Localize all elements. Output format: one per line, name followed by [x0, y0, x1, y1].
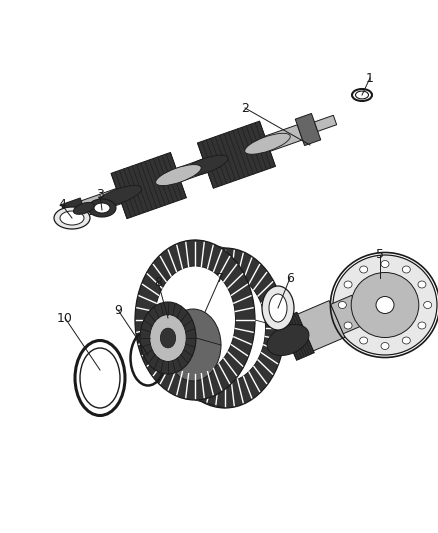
Ellipse shape — [269, 294, 287, 322]
Ellipse shape — [96, 185, 142, 206]
Ellipse shape — [88, 199, 116, 217]
Ellipse shape — [165, 309, 221, 381]
Text: 1: 1 — [366, 71, 374, 85]
Polygon shape — [279, 312, 314, 360]
Ellipse shape — [262, 286, 294, 330]
Text: 3: 3 — [96, 189, 104, 201]
Ellipse shape — [135, 240, 255, 400]
Polygon shape — [331, 295, 364, 334]
Text: 9: 9 — [114, 303, 122, 317]
Ellipse shape — [360, 337, 367, 344]
Ellipse shape — [339, 302, 346, 309]
Ellipse shape — [165, 248, 285, 408]
Polygon shape — [298, 301, 345, 351]
Ellipse shape — [60, 211, 84, 225]
Polygon shape — [198, 121, 276, 188]
Polygon shape — [111, 152, 186, 219]
Ellipse shape — [150, 314, 186, 361]
Ellipse shape — [381, 343, 389, 350]
Text: 7: 7 — [216, 271, 224, 285]
Ellipse shape — [94, 203, 110, 213]
Polygon shape — [314, 115, 337, 131]
Text: 6: 6 — [286, 271, 294, 285]
Ellipse shape — [418, 281, 426, 288]
Text: 2: 2 — [241, 101, 249, 115]
Polygon shape — [265, 125, 303, 151]
Ellipse shape — [351, 272, 419, 337]
Ellipse shape — [403, 337, 410, 344]
Ellipse shape — [54, 207, 90, 229]
Ellipse shape — [245, 133, 290, 154]
Polygon shape — [81, 189, 122, 216]
Ellipse shape — [344, 322, 352, 329]
Ellipse shape — [140, 302, 196, 374]
Ellipse shape — [360, 266, 367, 273]
Ellipse shape — [155, 266, 236, 374]
Polygon shape — [61, 198, 88, 225]
Ellipse shape — [424, 302, 431, 309]
Ellipse shape — [381, 261, 389, 268]
Text: 4: 4 — [58, 198, 66, 212]
Ellipse shape — [160, 328, 176, 348]
Text: 5: 5 — [376, 248, 384, 262]
Ellipse shape — [418, 322, 426, 329]
Ellipse shape — [74, 203, 95, 214]
Ellipse shape — [333, 255, 437, 355]
Polygon shape — [176, 159, 208, 182]
Ellipse shape — [344, 281, 352, 288]
Ellipse shape — [183, 155, 228, 176]
Ellipse shape — [403, 266, 410, 273]
Ellipse shape — [155, 165, 201, 185]
Text: 10: 10 — [57, 311, 73, 325]
Ellipse shape — [376, 296, 394, 313]
Text: 8: 8 — [154, 276, 162, 288]
Ellipse shape — [267, 325, 309, 356]
Polygon shape — [295, 114, 321, 146]
Ellipse shape — [184, 274, 265, 382]
